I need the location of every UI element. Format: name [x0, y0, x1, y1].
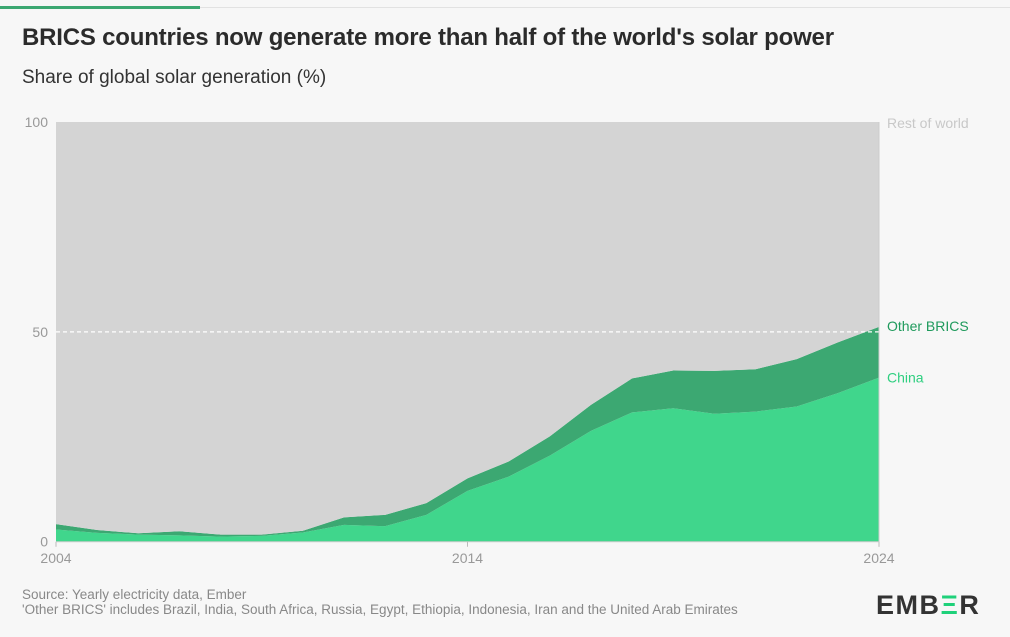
x-tick-label: 2004: [40, 550, 71, 566]
ember-logo: EMBΞR: [876, 590, 981, 620]
top-divider: [200, 7, 1010, 8]
source-notes: Source: Yearly electricity data, Ember '…: [22, 587, 738, 617]
x-tick-label: 2024: [863, 550, 894, 566]
y-tick-label: 100: [25, 114, 49, 130]
area-other-brics: [56, 326, 879, 537]
note-text: 'Other BRICS' includes Brazil, India, So…: [22, 602, 738, 617]
series-label-china: China: [887, 370, 924, 386]
series-label-other-brics: Other BRICS: [887, 318, 969, 334]
chart-subtitle: Share of global solar generation (%): [22, 67, 327, 88]
y-tick-label: 50: [32, 324, 48, 340]
top-accent-bar: [0, 6, 200, 9]
y-tick-label: 0: [40, 534, 48, 550]
area-china: [56, 377, 879, 542]
area-rest-of-world: [56, 122, 879, 535]
x-tick-label: 2014: [452, 550, 483, 566]
chart-title: BRICS countries now generate more than h…: [22, 24, 834, 51]
series-label-rest-of-world: Rest of world: [887, 115, 969, 131]
source-text: Source: Yearly electricity data, Ember: [22, 587, 247, 602]
